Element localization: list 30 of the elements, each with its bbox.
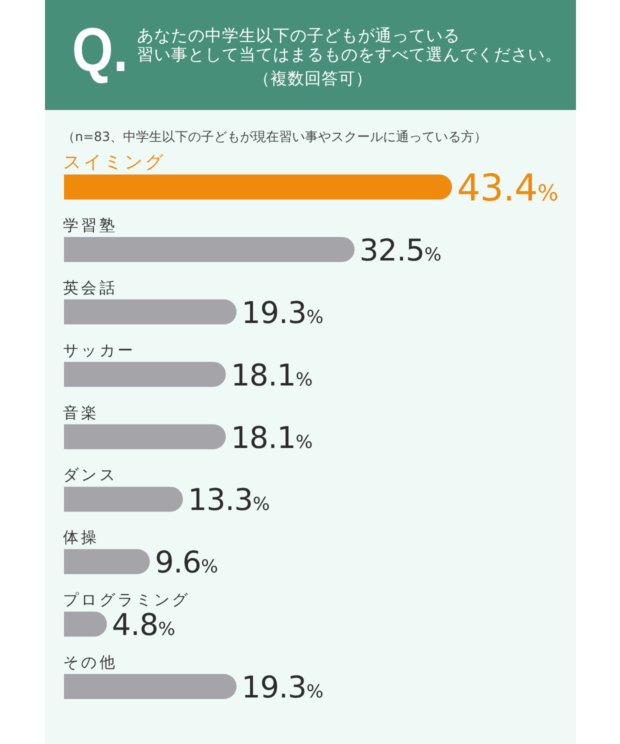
bar — [64, 486, 183, 512]
data-label: 19.3% — [242, 296, 324, 331]
data-label: 43.4% — [457, 166, 558, 210]
bar — [64, 299, 237, 324]
y-tick-label: その他 — [63, 654, 118, 672]
bar — [64, 424, 226, 450]
y-tick-label: 学習塾 — [63, 216, 118, 234]
y-tick-label: ダンス — [63, 466, 118, 484]
bar — [64, 612, 107, 637]
bar — [64, 674, 237, 699]
data-label: 9.6% — [154, 546, 218, 581]
y-tick-label: 音楽 — [63, 404, 100, 422]
bar — [64, 174, 452, 200]
data-label: 4.8% — [112, 608, 176, 644]
y-tick-label: サッカー — [63, 341, 136, 360]
y-tick-label: 体操 — [63, 528, 100, 547]
text: Q. — [72, 16, 138, 85]
y-tick-label: プログラミング — [63, 591, 190, 610]
data-label: 13.3% — [188, 483, 270, 518]
bar — [64, 362, 226, 387]
data-label: 19.3% — [242, 670, 324, 706]
bar — [64, 549, 150, 574]
data-label: 18.1% — [230, 358, 313, 394]
y-tick-label: 英会話 — [63, 278, 118, 297]
y-tick-label: スイミング — [63, 152, 166, 173]
data-label: 18.1% — [230, 420, 313, 456]
chart-subtitle: （n=83、中学生以下の子どもが現在習い事やスクールに通っている方） — [62, 129, 488, 145]
data-label: 32.5% — [360, 233, 442, 268]
chart-title: あなたの中学生以下の子どもが通っている習い事として当てはまるものをすべて選んでください。（複数回答可） — [137, 26, 562, 88]
bar — [64, 236, 355, 262]
